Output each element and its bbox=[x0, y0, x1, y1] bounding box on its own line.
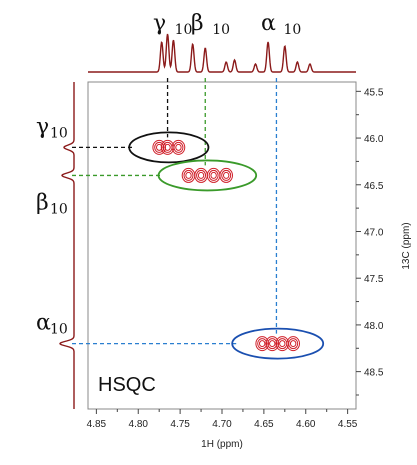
x-tick-label: 4.70 bbox=[212, 419, 232, 430]
contour-ring bbox=[289, 340, 297, 348]
contour-ring bbox=[257, 338, 268, 350]
top-peak-label: β bbox=[191, 11, 204, 36]
left-peak-label: γ bbox=[36, 114, 49, 139]
contour-ring bbox=[155, 143, 163, 151]
left-peak-subscript: 10 bbox=[50, 322, 68, 338]
contour-ring bbox=[183, 169, 194, 181]
top-peak-subscript: 10 bbox=[212, 22, 230, 38]
contour-ring bbox=[265, 336, 280, 352]
top-peak-label: γ bbox=[153, 11, 166, 36]
y-tick-label: 45.5 bbox=[364, 87, 384, 98]
x-tick-label: 4.85 bbox=[87, 419, 107, 430]
contour-ring bbox=[288, 338, 299, 350]
contour-ring bbox=[269, 340, 276, 348]
y-tick-label: 48.5 bbox=[364, 368, 384, 379]
x-tick-label: 4.55 bbox=[338, 419, 358, 430]
x-tick-label: 4.75 bbox=[170, 419, 190, 430]
peak-group-ellipse bbox=[157, 159, 258, 192]
contour-ring bbox=[222, 171, 230, 179]
left-peak-subscript: 10 bbox=[50, 201, 68, 217]
left-peak-subscript: 10 bbox=[50, 125, 68, 141]
contour-ring bbox=[267, 338, 278, 350]
x-tick-label: 4.65 bbox=[254, 419, 274, 430]
x-tick-label: 4.60 bbox=[296, 419, 316, 430]
top-peak-subscript: 10 bbox=[283, 22, 301, 38]
left-peak-label: β bbox=[36, 190, 49, 215]
contour-ring bbox=[196, 169, 207, 181]
contour-ring bbox=[164, 143, 171, 151]
contour-ring bbox=[255, 336, 270, 352]
x-tick-label: 4.80 bbox=[129, 419, 149, 430]
y-tick-label: 47.0 bbox=[364, 227, 384, 238]
contour-peaks bbox=[152, 139, 300, 352]
contour-ring bbox=[154, 141, 165, 153]
left-peak-label: α bbox=[36, 311, 51, 336]
left-13c-projection bbox=[59, 82, 75, 409]
peak-ellipses bbox=[128, 131, 325, 360]
y-tick-label: 46.5 bbox=[364, 181, 384, 192]
contour-ring bbox=[185, 171, 192, 179]
guide-lines bbox=[72, 78, 278, 345]
y-axis-label: 13C (ppm) bbox=[401, 222, 412, 269]
top-peak-label: α bbox=[261, 11, 276, 36]
panel-label: HSQC bbox=[98, 374, 156, 396]
y-tick-label: 47.5 bbox=[364, 274, 384, 285]
y-tick-label: 46.0 bbox=[364, 134, 384, 145]
y-tick-label: 48.0 bbox=[364, 321, 384, 332]
contour-ring bbox=[286, 336, 300, 352]
peak-group-ellipse bbox=[231, 327, 325, 360]
top-peak-labels: γ 10β 10 α 10 bbox=[153, 11, 301, 38]
peak-group-ellipse bbox=[128, 131, 210, 164]
contour-ring bbox=[208, 169, 219, 181]
contour-ring bbox=[175, 143, 182, 151]
y-axis: 45.5 46.0 46.5 47.0 47.5 48.0 48.5 bbox=[356, 87, 384, 396]
contour-ring bbox=[279, 340, 286, 348]
top-1h-projection bbox=[88, 33, 356, 73]
left-projection-trace bbox=[59, 82, 75, 409]
contour-ring bbox=[259, 340, 266, 348]
contour-ring bbox=[221, 169, 232, 181]
top-peak-subscript: 10 bbox=[175, 22, 193, 38]
x-axis: 4.85 4.80 4.75 4.70 4.65 4.60 4.55 bbox=[87, 409, 358, 430]
x-axis-label: 1H (ppm) bbox=[201, 439, 243, 450]
contour-ring bbox=[219, 167, 233, 183]
contour-ring bbox=[197, 171, 205, 179]
contour-ring bbox=[152, 139, 166, 155]
contour-ring bbox=[210, 171, 217, 179]
plot-area bbox=[87, 81, 357, 410]
contour-ring bbox=[171, 139, 186, 155]
contour-ring bbox=[173, 141, 184, 153]
top-projection-trace bbox=[88, 33, 356, 73]
left-peak-labels: γ 10β 10α 10 bbox=[36, 114, 68, 337]
